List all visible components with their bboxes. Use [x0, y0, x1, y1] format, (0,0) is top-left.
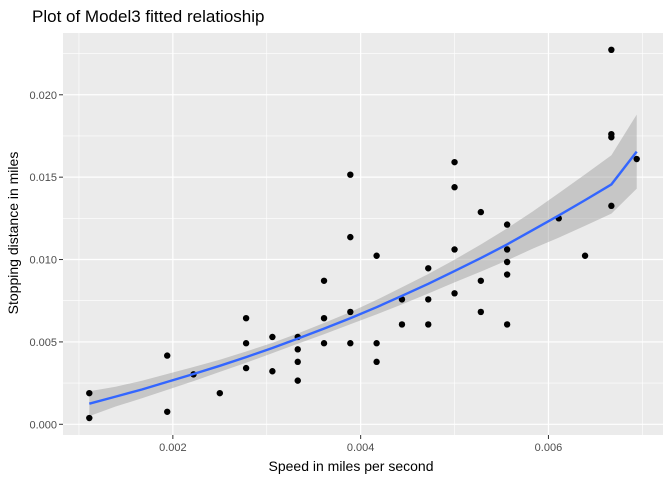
y-axis-title: Stopping distance in miles	[5, 152, 21, 315]
fitted-curve	[88, 150, 638, 405]
data-point	[269, 333, 276, 341]
data-point	[86, 414, 93, 422]
x-tick-label: 0.006	[535, 442, 563, 454]
data-point	[451, 246, 458, 253]
data-point	[320, 314, 328, 322]
data-point	[373, 340, 380, 347]
data-point	[216, 389, 224, 397]
chart-title: Plot of Model3 fitted relatioship	[32, 7, 264, 26]
data-point	[451, 158, 458, 166]
fit-line	[88, 150, 638, 405]
data-point	[503, 246, 511, 253]
data-point	[503, 271, 511, 278]
data-point	[477, 277, 485, 284]
y-tick-label: 0.020	[29, 90, 57, 102]
data-point	[320, 340, 328, 347]
data-point	[294, 377, 301, 384]
data-point	[477, 308, 485, 316]
data-point	[164, 408, 171, 415]
confidence-ribbon	[89, 114, 637, 417]
data-point	[86, 389, 93, 397]
data-point	[347, 233, 354, 241]
data-point	[320, 277, 328, 284]
data-point	[347, 340, 354, 347]
data-point	[451, 184, 458, 191]
data-point	[242, 364, 250, 372]
data-point	[425, 321, 432, 328]
ribbon-area	[89, 114, 637, 417]
data-point	[581, 252, 589, 259]
data-point	[294, 358, 301, 366]
data-point	[608, 130, 615, 138]
panel-background	[63, 33, 663, 435]
data-point	[503, 321, 511, 328]
data-point	[373, 252, 380, 259]
data-point	[398, 321, 406, 328]
y-tick-label: 0.000	[29, 419, 57, 431]
y-axis-ticks: 0.000 0.005 0.010 0.015 0.020	[29, 90, 63, 431]
data-point	[242, 314, 250, 322]
plot-panel	[63, 33, 663, 435]
data-point	[608, 202, 615, 210]
data-point	[503, 258, 511, 266]
data-point	[477, 208, 485, 216]
data-point	[451, 290, 458, 297]
data-point	[608, 46, 615, 54]
x-tick-label: 0.002	[159, 442, 187, 454]
data-point	[373, 358, 380, 366]
x-axis-title: Speed in miles per second	[269, 458, 434, 474]
data-point	[503, 221, 511, 228]
data-point	[425, 296, 432, 303]
x-axis-ticks: 0.002 0.004 0.006	[159, 435, 562, 454]
y-tick-label: 0.005	[29, 337, 57, 349]
data-point	[425, 265, 432, 272]
data-point	[633, 155, 640, 163]
data-point	[269, 368, 276, 375]
data-point	[347, 308, 354, 316]
y-tick-label: 0.010	[29, 255, 57, 267]
data-point	[347, 171, 354, 178]
data-points	[86, 46, 640, 422]
data-point	[242, 340, 250, 347]
y-tick-label: 0.015	[29, 172, 57, 184]
x-tick-label: 0.004	[347, 442, 375, 454]
data-point	[164, 352, 171, 359]
data-point	[294, 346, 301, 353]
